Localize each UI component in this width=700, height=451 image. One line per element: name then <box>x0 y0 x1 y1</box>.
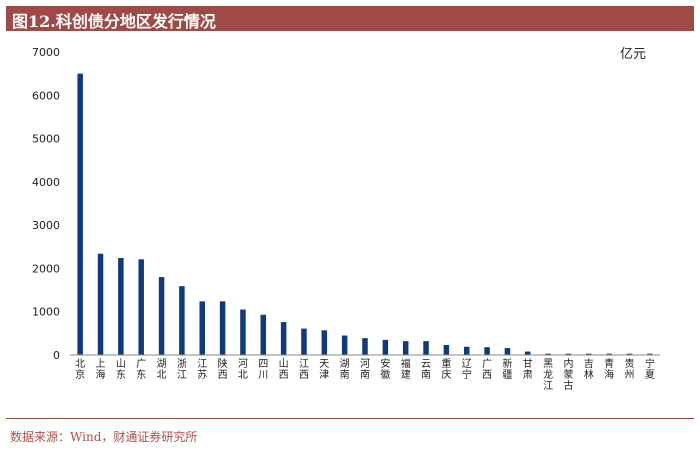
bar <box>362 338 368 355</box>
y-tick-label: 7000 <box>32 46 60 59</box>
x-category-label: 内蒙古 <box>563 357 573 392</box>
x-category-label: 宁夏 <box>645 357 655 381</box>
x-category-label: 四川 <box>258 359 268 381</box>
x-category-label: 江苏 <box>197 358 207 381</box>
x-category-label: 广东 <box>136 358 146 381</box>
bar <box>158 277 165 355</box>
x-category-label: 辽宁 <box>462 358 472 381</box>
x-category-label: 湖北 <box>157 358 167 381</box>
x-category-label: 贵州 <box>624 357 634 381</box>
bar <box>626 353 633 355</box>
x-category-label: 河南 <box>360 358 370 381</box>
bar <box>77 73 83 356</box>
bar <box>240 309 246 355</box>
bar <box>565 353 572 355</box>
x-category-label: 山东 <box>116 358 126 381</box>
x-category-label: 江西 <box>299 358 309 381</box>
y-tick-label: 5000 <box>32 133 60 146</box>
bar <box>423 341 429 355</box>
bar <box>525 351 531 355</box>
bar <box>179 286 185 355</box>
x-category-label: 上海 <box>96 358 106 381</box>
x-category-label: 重庆 <box>441 357 451 381</box>
bar <box>504 348 511 355</box>
x-category-label: 黑龙江 <box>543 358 553 392</box>
y-tick-label: 3000 <box>32 219 60 232</box>
chart-title: 图12.科创债分地区发行情况 <box>12 12 216 31</box>
x-category-label: 青海 <box>604 357 614 381</box>
source-divider <box>6 418 694 419</box>
y-tick-label: 1000 <box>32 306 60 319</box>
y-tick-label: 0 <box>53 349 60 362</box>
bar <box>341 335 348 355</box>
bar <box>118 258 124 355</box>
bar <box>219 301 226 355</box>
x-category-label: 浙江 <box>177 358 187 381</box>
bar-chart: 0 1000 2000 3000 4000 5000 6000 7000 北京上海山东广东湖北… <box>32 46 660 392</box>
y-axis: 0 1000 2000 3000 4000 5000 6000 7000 <box>32 46 60 362</box>
bar <box>260 314 267 355</box>
bar <box>97 253 104 355</box>
bar <box>199 301 205 355</box>
title-bar: 图12.科创债分地区发行情况 <box>6 6 694 31</box>
x-category-label: 新疆 <box>502 357 512 381</box>
x-category-label: 福建 <box>401 357 411 381</box>
bar <box>280 322 287 355</box>
bar <box>382 339 389 355</box>
x-category-label: 陕西 <box>218 357 228 381</box>
bar <box>484 347 490 355</box>
bar <box>443 345 450 355</box>
x-category-label: 天津 <box>319 359 329 381</box>
x-category-label: 湖南 <box>340 358 350 381</box>
x-category-label: 安徽 <box>380 357 390 381</box>
x-category-label: 北京 <box>75 358 85 381</box>
bar <box>463 346 470 355</box>
x-category-label: 云南 <box>421 359 431 381</box>
y-tick-label: 2000 <box>32 262 60 275</box>
bar <box>586 353 592 355</box>
bar <box>606 353 612 355</box>
x-axis-labels: 北京上海山东广东湖北浙江江苏陕西河北四川山西江西天津湖南河南安徽福建云南重庆辽宁… <box>75 357 655 392</box>
bar <box>402 341 409 355</box>
x-category-label: 吉林 <box>584 358 594 381</box>
x-category-label: 甘肃 <box>523 357 533 381</box>
y-tick-label: 6000 <box>32 89 60 102</box>
x-category-label: 河北 <box>238 358 248 381</box>
x-category-label: 山西 <box>279 358 289 381</box>
unit-label: 亿元 <box>620 47 646 62</box>
bar <box>138 259 144 355</box>
bar <box>647 353 653 355</box>
x-category-label: 广西 <box>482 358 492 381</box>
bar <box>545 353 551 355</box>
bar <box>301 328 307 355</box>
bar <box>321 330 328 355</box>
source-note: 数据来源：Wind，财通证券研究所 <box>10 430 198 444</box>
y-tick-label: 4000 <box>32 176 60 189</box>
bars <box>77 73 653 356</box>
